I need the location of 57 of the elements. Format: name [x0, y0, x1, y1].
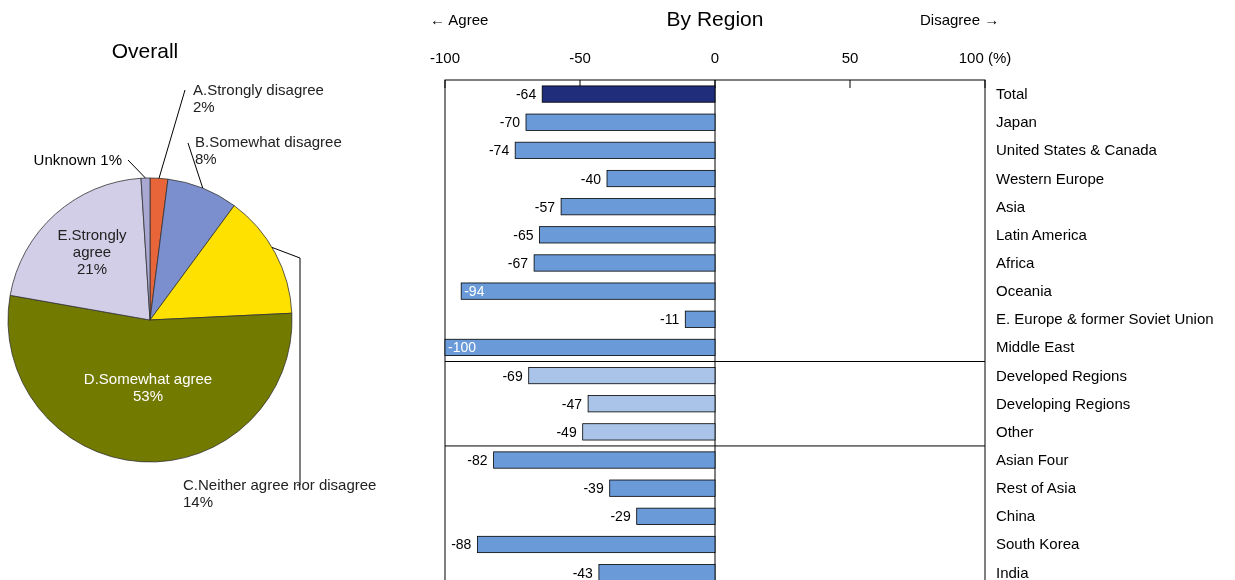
- data-label: 1%: [100, 151, 122, 168]
- data-label: 2%: [193, 98, 215, 115]
- y-tick-label: Developed Regions: [996, 366, 1127, 384]
- data-label: -29: [610, 508, 631, 525]
- data-label: -82: [467, 452, 488, 469]
- slice-label: C.Neither agree nor disagree: [183, 476, 377, 493]
- data-label: -70: [499, 114, 521, 131]
- y-tick-label: E. Europe & former Soviet Union: [996, 310, 1214, 328]
- y-tick-label: Other: [996, 422, 1034, 440]
- y-tick-label: United States & Canada: [996, 141, 1158, 159]
- data-label: -69: [502, 367, 523, 384]
- data-label: -65: [513, 226, 534, 243]
- x-tick-label: 100 (%): [958, 49, 1012, 66]
- chart-title: By Region: [666, 7, 764, 30]
- data-label: 21%: [76, 260, 108, 277]
- data-label: 8%: [195, 150, 217, 167]
- y-tick-label: Rest of Asia: [996, 479, 1077, 497]
- data-label: -57: [534, 198, 556, 215]
- y-tick-label: Africa: [996, 253, 1035, 271]
- text: ← Agree: [430, 11, 489, 28]
- slice-label: B.Somewhat disagree: [195, 133, 342, 150]
- x-tick-label: 50: [841, 49, 859, 66]
- data-label: -100: [448, 339, 477, 356]
- data-label: -74: [488, 142, 510, 159]
- y-tick-label: Latin America: [996, 225, 1088, 243]
- y-tick-label: Middle East: [996, 338, 1076, 356]
- text: Disagree →: [920, 11, 1000, 28]
- data-label: -40: [580, 170, 602, 187]
- data-label: -67: [507, 254, 529, 271]
- data-label: -49: [556, 423, 577, 440]
- chart-title: Overall: [111, 39, 179, 62]
- data-label: -47: [561, 395, 583, 412]
- y-tick-label: South Korea: [996, 535, 1081, 553]
- data-label: -11: [660, 311, 680, 328]
- data-label: -39: [583, 480, 604, 497]
- data-label: -94: [464, 283, 485, 300]
- data-label: 14%: [183, 493, 214, 510]
- x-tick-label: 0: [710, 49, 720, 66]
- data-label: 53%: [132, 387, 164, 404]
- y-tick-label: India: [996, 563, 1030, 580]
- data-label: -43: [572, 564, 594, 580]
- y-tick-label: Japan: [996, 113, 1037, 131]
- y-tick-label: Oceania: [996, 282, 1053, 300]
- slice-label: D.Somewhat agree: [83, 370, 213, 387]
- y-tick-label: Developing Regions: [996, 394, 1131, 412]
- data-label: -88: [451, 536, 472, 553]
- data-label: -64: [515, 86, 537, 103]
- slice-label: E.Strongly agree: [57, 226, 128, 260]
- y-tick-label: Western Europe: [996, 169, 1105, 187]
- y-tick-label: Asian Four: [996, 451, 1069, 469]
- y-tick-label: Asia: [996, 197, 1026, 215]
- x-tick-label: -100: [429, 49, 461, 66]
- x-tick-label: -50: [569, 49, 591, 66]
- slice-label: Unknown: [33, 151, 97, 168]
- slice-label: A.Strongly disagree: [193, 81, 324, 98]
- y-tick-label: China: [996, 507, 1036, 525]
- y-tick-label: Total: [996, 85, 1028, 103]
